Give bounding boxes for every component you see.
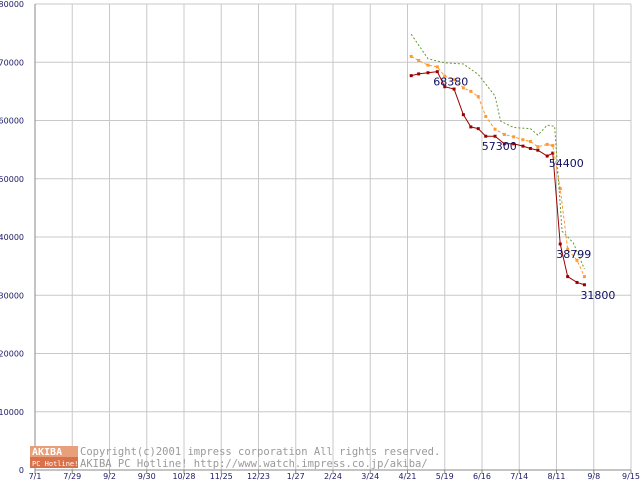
series-0-point-1 bbox=[417, 72, 421, 76]
series-1-point-8 bbox=[476, 95, 480, 99]
series-0-line bbox=[411, 71, 585, 286]
watermark-badge-lower bbox=[30, 457, 78, 468]
x-tick-label-10: 4/21 bbox=[399, 472, 417, 480]
series-1-point-10 bbox=[493, 127, 497, 131]
x-tick-label-7: 1/27 bbox=[287, 472, 305, 480]
series-1-point-3 bbox=[435, 65, 439, 69]
y-axis-labels: 0 10000 20000 30000 40000 50000 60000 70000 8000… bbox=[0, 0, 24, 475]
series-0-point-14 bbox=[528, 146, 532, 150]
y-tick-label-1: 10000 bbox=[0, 408, 24, 417]
series-0-point-15 bbox=[536, 148, 540, 152]
data-label-2: 54400 bbox=[549, 157, 584, 170]
series-0-point-21 bbox=[582, 283, 586, 287]
series-0-point-0 bbox=[409, 74, 413, 78]
series-0-point-7 bbox=[469, 125, 473, 129]
series-0-point-3 bbox=[435, 70, 439, 74]
x-tick-label-13: 7/14 bbox=[510, 472, 528, 480]
series-1-point-21 bbox=[582, 275, 586, 279]
series-1-point-20 bbox=[575, 258, 579, 262]
y-tick-label-8: 80000 bbox=[0, 0, 24, 9]
data-label-4: 31800 bbox=[580, 289, 615, 302]
watermark-badge-bottom: PC Hotline! bbox=[32, 460, 78, 468]
series-1-point-11 bbox=[502, 132, 506, 136]
x-tick-label-1: 7/29 bbox=[63, 472, 81, 480]
series-0-point-8 bbox=[476, 127, 480, 131]
x-tick-label-11: 5/19 bbox=[436, 472, 454, 480]
series-0-point-6 bbox=[461, 113, 465, 117]
series-1-point-5 bbox=[452, 78, 456, 82]
watermark-url: AKIBA PC Hotline! http://www.watch.impre… bbox=[80, 458, 428, 470]
series-0-point-2 bbox=[426, 71, 430, 75]
y-tick-label-3: 30000 bbox=[0, 291, 24, 300]
x-tick-label-4: 10/28 bbox=[172, 472, 195, 480]
series-0-point-11 bbox=[502, 142, 506, 146]
x-tick-label-9: 3/24 bbox=[361, 472, 379, 480]
series-0-point-9 bbox=[484, 134, 488, 138]
y-tick-label-0: 0 bbox=[19, 466, 24, 475]
x-tick-label-6: 12/23 bbox=[247, 472, 270, 480]
series-0-point-12 bbox=[512, 142, 516, 146]
series-1-point-17 bbox=[551, 144, 555, 148]
series-1-point-9 bbox=[484, 114, 488, 118]
series-2-line bbox=[410, 34, 585, 270]
series-1-line bbox=[410, 55, 585, 277]
grid bbox=[34, 3, 632, 471]
series-1-point-13 bbox=[521, 138, 525, 142]
x-tick-label-12: 6/16 bbox=[473, 472, 491, 480]
watermark: AKIBA PC Hotline! Copyright(c)2001 impre… bbox=[30, 446, 440, 470]
series-1-point-12 bbox=[512, 135, 516, 139]
series-1-point-6 bbox=[461, 86, 465, 90]
watermark-badge-top: AKIBA bbox=[32, 447, 62, 458]
series-1-point-0 bbox=[409, 54, 413, 58]
x-tick-label-16: 9/15 bbox=[622, 472, 640, 480]
data-label-3: 38799 bbox=[556, 248, 591, 261]
series-1-point-15 bbox=[536, 145, 540, 149]
x-axis-labels: 7/1 7/29 9/2 9/30 10/28 11/25 12/23 1/27 2/24 3/2… bbox=[29, 472, 640, 480]
series-group bbox=[409, 34, 586, 287]
data-label-0: 68380 bbox=[433, 76, 468, 89]
series-0-point-19 bbox=[566, 275, 570, 279]
x-tick-label-8: 2/24 bbox=[324, 472, 342, 480]
series-0-point-20 bbox=[575, 280, 579, 284]
y-tick-label-7: 70000 bbox=[0, 58, 24, 67]
series-1-point-7 bbox=[469, 89, 473, 93]
series-1-point-2 bbox=[426, 63, 430, 67]
series-0-point-10 bbox=[493, 134, 497, 138]
y-tick-label-4: 40000 bbox=[0, 233, 24, 242]
series-0-point-4 bbox=[443, 85, 447, 89]
x-tick-label-15: 9/8 bbox=[587, 472, 600, 480]
series-0-point-5 bbox=[452, 87, 456, 91]
x-tick-label-3: 9/30 bbox=[138, 472, 156, 480]
series-1-point-18 bbox=[558, 187, 562, 191]
x-tick-label-0: 7/1 bbox=[29, 472, 42, 480]
x-tick-label-14: 8/11 bbox=[548, 472, 566, 480]
series-0-point-13 bbox=[521, 144, 525, 148]
x-tick-label-5: 11/25 bbox=[210, 472, 233, 480]
series-1-point-19 bbox=[566, 247, 570, 251]
y-tick-label-5: 50000 bbox=[0, 175, 24, 184]
y-tick-label-6: 60000 bbox=[0, 117, 24, 126]
data-labels: 68380 57300 54400 38799 31800 bbox=[433, 76, 615, 302]
x-tick-label-2: 9/2 bbox=[103, 472, 116, 480]
series-1-point-1 bbox=[417, 59, 421, 63]
y-tick-label-2: 20000 bbox=[0, 350, 24, 359]
data-label-1: 57300 bbox=[482, 140, 517, 153]
series-1-point-4 bbox=[443, 74, 447, 78]
series-0-point-16 bbox=[545, 154, 549, 158]
series-1-point-16 bbox=[545, 142, 549, 146]
series-0-point-17 bbox=[551, 151, 555, 155]
watermark-copyright: Copyright(c)2001 impress corporation All… bbox=[80, 446, 440, 458]
axes bbox=[34, 4, 632, 474]
series-1-point-14 bbox=[528, 139, 532, 143]
series-0-point-18 bbox=[558, 242, 562, 246]
